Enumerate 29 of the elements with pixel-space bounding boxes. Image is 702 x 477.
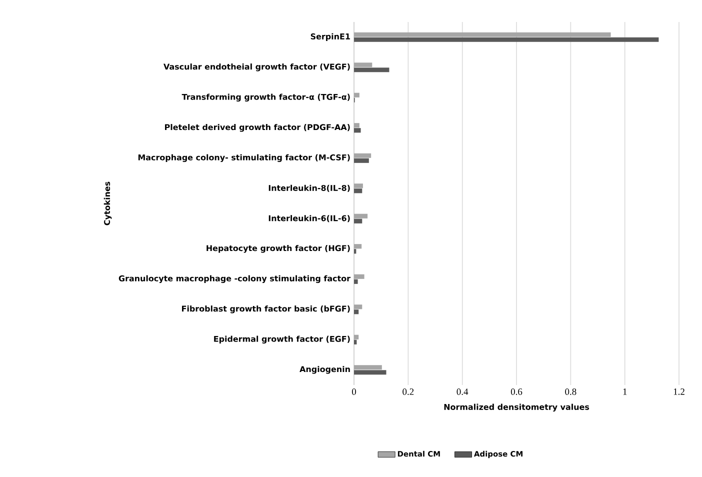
bar (354, 274, 364, 279)
x-tick-label: 0 (352, 388, 356, 395)
bar (354, 334, 359, 340)
bar (354, 218, 362, 224)
bar (354, 68, 390, 72)
bar (354, 92, 360, 98)
x-tick-label: 0.2 (402, 388, 414, 395)
x-tick-label: 1 (623, 388, 627, 395)
bar (354, 244, 362, 249)
bar (354, 214, 368, 218)
bar (354, 365, 382, 370)
bar (354, 153, 372, 158)
bar (354, 184, 363, 188)
bar (354, 304, 362, 310)
bar (354, 123, 360, 128)
bar (354, 310, 359, 314)
bar (354, 32, 611, 37)
bar (354, 37, 659, 42)
bar (354, 128, 361, 133)
bar (354, 370, 386, 375)
bar (354, 158, 369, 163)
bar (354, 279, 358, 284)
x-tick-label: 1.2 (674, 388, 684, 395)
bar (354, 188, 362, 194)
bar (354, 340, 357, 344)
x-tick-label: 0.8 (565, 388, 576, 395)
x-tick-label: 0.4 (456, 388, 468, 395)
bar (354, 62, 372, 68)
x-tick-label: 0.6 (510, 388, 522, 395)
